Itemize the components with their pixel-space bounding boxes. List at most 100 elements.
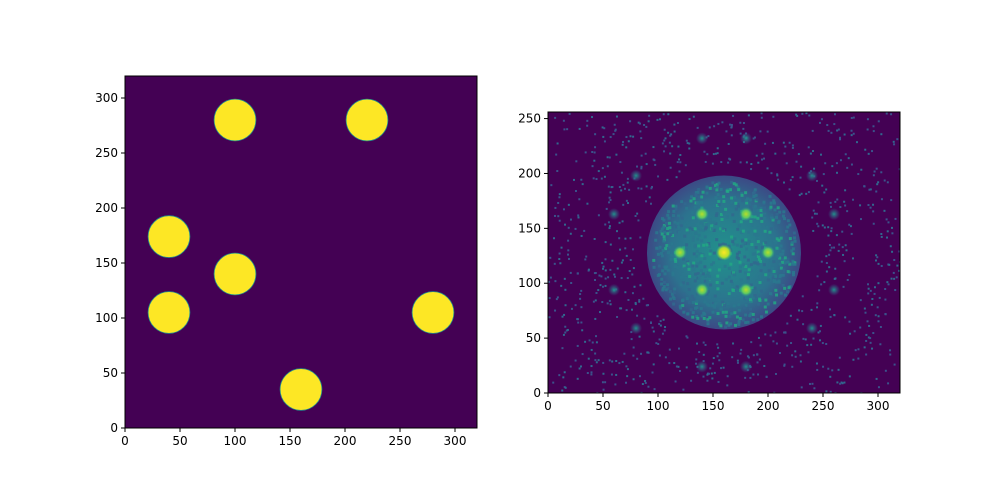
speckle-pixel xyxy=(666,178,669,181)
speckle-pixel xyxy=(859,299,862,302)
speckle-pixel xyxy=(637,219,640,222)
speckle-pixel xyxy=(835,162,838,165)
texture-pixel xyxy=(704,282,708,286)
x-tick-label: 100 xyxy=(647,399,670,413)
speckle-pixel xyxy=(567,239,570,242)
texture-pixel xyxy=(746,279,750,283)
texture-pixel xyxy=(660,282,664,286)
speckle-pixel xyxy=(816,302,819,305)
texture-pixel xyxy=(691,227,695,231)
speckle-pixel xyxy=(827,234,830,237)
outer-spot xyxy=(696,132,708,145)
speckle-pixel xyxy=(574,227,577,230)
speckle-pixel xyxy=(708,126,711,129)
texture-pixel xyxy=(750,269,754,273)
texture-pixel xyxy=(736,185,740,189)
speckle-pixel xyxy=(563,128,566,131)
speckle-pixel xyxy=(560,284,563,287)
disk-mark xyxy=(213,98,257,142)
texture-pixel xyxy=(657,273,661,277)
speckle-pixel xyxy=(648,114,651,117)
texture-pixel xyxy=(683,223,687,227)
texture-pixel xyxy=(772,269,776,273)
texture-pixel xyxy=(663,272,667,276)
texture-pixel xyxy=(682,264,686,268)
texture-pixel xyxy=(679,283,683,287)
speckle-pixel xyxy=(896,264,899,267)
speckle-pixel xyxy=(651,371,654,374)
speckle-pixel xyxy=(769,334,772,337)
texture-pixel xyxy=(743,241,747,245)
speckle-pixel xyxy=(890,277,893,280)
speckle-pixel xyxy=(548,280,551,283)
texture-pixel xyxy=(763,211,767,215)
speckle-pixel xyxy=(552,381,555,384)
speckle-pixel xyxy=(678,170,681,173)
speckle-pixel xyxy=(732,342,735,345)
speckle-pixel xyxy=(676,161,679,164)
speckle-pixel xyxy=(788,188,791,191)
texture-pixel xyxy=(708,316,712,320)
speckle-pixel xyxy=(686,142,689,145)
texture-pixel xyxy=(655,231,659,235)
disk-mark xyxy=(345,98,389,142)
speckle-pixel xyxy=(640,154,643,157)
speckle-pixel xyxy=(805,112,808,115)
speckle-pixel xyxy=(608,201,611,204)
texture-pixel xyxy=(772,239,776,243)
texture-pixel xyxy=(793,262,797,266)
texture-pixel xyxy=(707,245,711,249)
texture-pixel xyxy=(788,237,792,241)
y-tick-label: 150 xyxy=(95,256,118,270)
texture-pixel xyxy=(744,303,748,307)
texture-pixel xyxy=(674,259,678,263)
texture-pixel xyxy=(783,217,787,221)
texture-pixel xyxy=(708,252,712,256)
speckle-pixel xyxy=(795,160,798,163)
speckle-pixel xyxy=(607,276,610,279)
speckle-pixel xyxy=(796,114,799,117)
texture-pixel xyxy=(712,228,716,232)
speckle-pixel xyxy=(739,132,742,135)
speckle-pixel xyxy=(557,215,560,218)
texture-pixel xyxy=(767,269,771,273)
speckle-pixel xyxy=(716,355,719,358)
texture-pixel xyxy=(688,301,692,305)
speckle-pixel xyxy=(566,328,569,331)
speckle-pixel xyxy=(837,128,840,131)
texture-pixel xyxy=(778,262,782,266)
texture-pixel xyxy=(660,232,664,236)
texture-pixel xyxy=(756,318,760,322)
speckle-pixel xyxy=(811,150,814,153)
speckle-pixel xyxy=(586,119,589,122)
speckle-pixel xyxy=(834,267,837,270)
texture-pixel xyxy=(786,290,790,294)
texture-pixel xyxy=(774,226,778,230)
texture-pixel xyxy=(661,286,665,290)
texture-pixel xyxy=(706,320,710,324)
texture-pixel xyxy=(749,205,753,209)
texture-pixel xyxy=(721,300,725,304)
speckle-pixel xyxy=(624,291,627,294)
speckle-pixel xyxy=(864,148,867,151)
speckle-pixel xyxy=(658,338,661,341)
texture-pixel xyxy=(758,281,762,285)
texture-pixel xyxy=(741,263,745,267)
speckle-pixel xyxy=(846,210,849,213)
speckle-pixel xyxy=(621,220,624,223)
x-tick-label: 200 xyxy=(757,399,780,413)
speckle-pixel xyxy=(584,151,587,154)
right-axes-frame xyxy=(547,111,901,394)
speckle-pixel xyxy=(581,183,584,186)
texture-pixel xyxy=(717,200,721,204)
speckle-pixel xyxy=(674,380,677,383)
speckle-pixel xyxy=(872,125,875,128)
speckle-pixel xyxy=(757,336,760,339)
texture-pixel xyxy=(763,305,767,309)
texture-pixel xyxy=(756,254,760,258)
texture-pixel xyxy=(669,258,673,262)
speckle-pixel xyxy=(594,317,597,320)
texture-pixel xyxy=(685,297,689,301)
texture-pixel xyxy=(691,235,695,239)
texture-pixel xyxy=(716,312,720,316)
